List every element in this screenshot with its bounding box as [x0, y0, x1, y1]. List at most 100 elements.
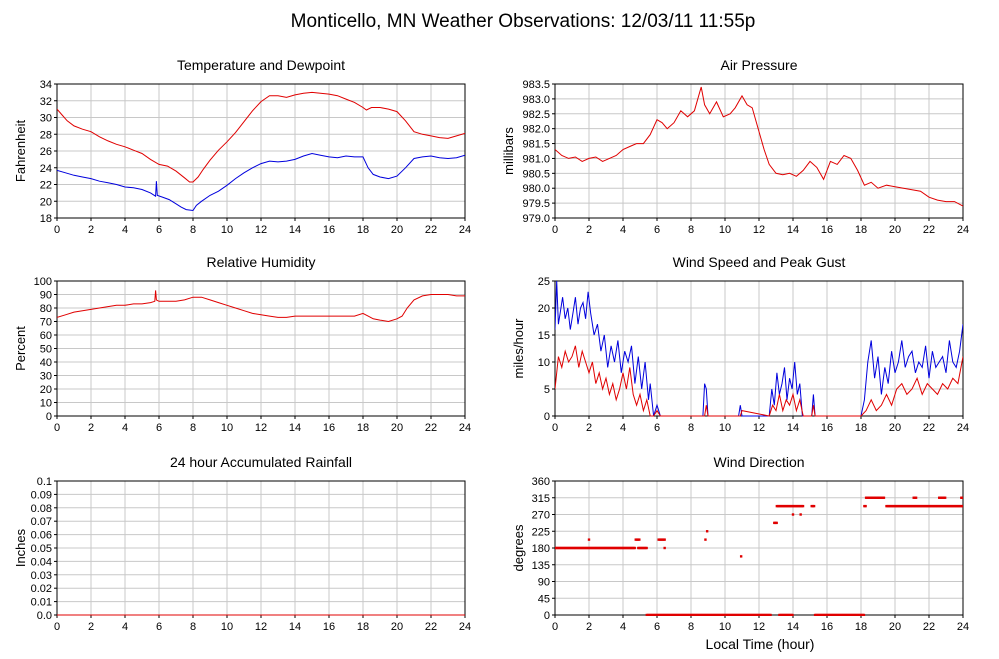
wind-speed-x-tick-label: 22 — [923, 422, 935, 434]
pressure-x-tick-label: 0 — [552, 224, 558, 236]
temperature-y-tick-label: 24 — [40, 163, 52, 175]
wind-speed-y-axis-label: miles/hour — [511, 318, 526, 379]
wind-speed-x-tick-label: 4 — [620, 422, 626, 434]
humidity-x-tick-label: 8 — [190, 422, 196, 434]
rainfall-x-tick-label: 6 — [156, 621, 162, 633]
wind-speed-plot-area — [555, 280, 963, 417]
humidity-x-tick-label: 2 — [88, 422, 94, 434]
wind-direction-x-tick-label: 4 — [620, 621, 626, 633]
rainfall-y-tick-label: 0.1 — [37, 476, 52, 488]
wind-speed-x-tick-label: 24 — [957, 422, 969, 434]
wind-direction-y-tick-label: 270 — [532, 510, 550, 522]
wind-direction-point — [704, 538, 707, 541]
pressure-y-tick-label: 983.0 — [522, 94, 550, 106]
wind-direction-x-tick-label: 22 — [923, 621, 935, 633]
wind-direction-point — [663, 538, 666, 541]
pressure-y-axis-label: millibars — [501, 127, 516, 175]
wind-direction-y-tick-label: 90 — [538, 577, 550, 589]
wind-direction-point — [812, 504, 816, 508]
wind-direction-y-tick-label: 45 — [538, 593, 550, 605]
rainfall-title: 24 hour Accumulated Rainfall — [170, 454, 352, 470]
wind-speed-y-tick-label: 0 — [544, 411, 550, 423]
rainfall-y-tick-label: 0.03 — [31, 570, 52, 582]
wind-direction-x-tick-label: 10 — [719, 621, 731, 633]
humidity-x-tick-label: 12 — [255, 422, 267, 434]
humidity-y-tick-label: 90 — [40, 290, 52, 302]
temperature-x-tick-label: 16 — [323, 224, 335, 236]
wind-direction-point — [801, 504, 805, 508]
humidity-x-tick-label: 16 — [323, 422, 335, 434]
humidity-y-tick-label: 0 — [46, 411, 52, 423]
humidity-plot-frame — [56, 280, 466, 417]
rainfall-x-tick-label: 8 — [190, 621, 196, 633]
rainfall-y-axis-label: Inches — [13, 528, 28, 567]
humidity-x-tick-label: 0 — [54, 422, 60, 434]
wind-direction-point — [791, 513, 795, 516]
humidity-title: Relative Humidity — [207, 254, 316, 270]
wind-direction-x-tick-label: 24 — [957, 621, 969, 633]
pressure-x-tick-label: 8 — [688, 224, 694, 236]
wind-speed-title: Wind Speed and Peak Gust — [673, 254, 846, 270]
pressure-x-tick-label: 20 — [889, 224, 901, 236]
wind-direction-point — [705, 530, 709, 533]
temperature-x-tick-label: 22 — [425, 224, 437, 236]
wind-direction-point — [862, 613, 866, 616]
pressure-y-tick-label: 981.0 — [522, 153, 550, 165]
temperature-x-tick-label: 18 — [357, 224, 369, 236]
temperature-title: Temperature and Dewpoint — [177, 57, 345, 73]
temperature-series-blue — [57, 152, 465, 212]
wind-direction-x-tick-label: 8 — [688, 621, 694, 633]
humidity-x-tick-label: 20 — [391, 422, 403, 434]
wind-direction-y-tick-label: 135 — [532, 560, 550, 572]
temperature-y-tick-label: 26 — [40, 146, 52, 158]
rainfall-x-tick-label: 4 — [122, 621, 128, 633]
rainfall-y-tick-label: 0.04 — [31, 556, 52, 568]
humidity-plot-area — [57, 290, 465, 323]
pressure-y-tick-label: 983.5 — [522, 79, 550, 91]
wind-direction-y-tick-label: 225 — [532, 526, 550, 538]
wind-speed-x-tick-label: 12 — [753, 422, 765, 434]
pressure-x-tick-label: 12 — [753, 224, 765, 236]
temperature-x-tick-label: 12 — [255, 224, 267, 236]
temperature-y-tick-label: 18 — [40, 213, 52, 225]
rainfall-y-tick-label: 0.01 — [31, 597, 52, 609]
wind-direction-x-tick-label: 14 — [787, 621, 799, 633]
wind-speed-y-tick-label: 20 — [538, 303, 550, 315]
wind-direction-point — [961, 496, 963, 499]
pressure-x-tick-label: 22 — [923, 224, 935, 236]
x-axis-label: Local Time (hour) — [706, 636, 815, 652]
wind-direction-point — [791, 613, 794, 616]
wind-speed-x-tick-label: 8 — [688, 422, 694, 434]
wind-speed-x-tick-label: 10 — [719, 422, 731, 434]
pressure-x-tick-label: 14 — [787, 224, 799, 236]
humidity-x-tick-label: 18 — [357, 422, 369, 434]
wind-direction-x-tick-label: 2 — [586, 621, 592, 633]
rainfall-y-tick-label: 0.05 — [31, 543, 52, 555]
pressure-x-tick-label: 10 — [719, 224, 731, 236]
pressure-x-tick-label: 2 — [586, 224, 592, 236]
temperature-y-tick-label: 28 — [40, 129, 52, 141]
temperature-y-axis-label: Fahrenheit — [13, 120, 28, 183]
humidity-x-tick-label: 10 — [221, 422, 233, 434]
pressure-x-tick-label: 18 — [855, 224, 867, 236]
pressure-y-tick-label: 981.5 — [522, 139, 550, 151]
wind-speed-series-blue — [555, 280, 963, 417]
humidity-y-tick-label: 50 — [40, 344, 52, 356]
humidity-y-axis-label: Percent — [13, 326, 28, 371]
pressure-series-red — [555, 86, 963, 207]
wind-speed-x-tick-label: 14 — [787, 422, 799, 434]
wind-direction-point — [882, 496, 886, 499]
humidity-y-tick-label: 70 — [40, 317, 52, 329]
wind-direction-point — [943, 496, 947, 499]
humidity-y-tick-label: 60 — [40, 330, 52, 342]
rainfall-y-tick-label: 0.02 — [31, 583, 52, 595]
wind-direction-y-axis-label: degrees — [511, 524, 526, 571]
temperature-x-tick-label: 6 — [156, 224, 162, 236]
pressure-x-tick-label: 16 — [821, 224, 833, 236]
pressure-y-tick-label: 982.5 — [522, 109, 550, 121]
wind-direction-point — [739, 555, 743, 558]
wind-direction-point — [799, 513, 802, 516]
